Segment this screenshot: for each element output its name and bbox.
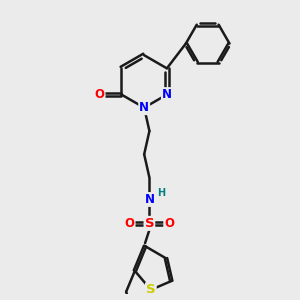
Text: O: O	[94, 88, 105, 101]
Text: S: S	[145, 217, 154, 230]
Text: H: H	[158, 188, 166, 198]
Text: N: N	[139, 101, 149, 114]
Text: O: O	[164, 217, 174, 230]
Text: N: N	[144, 193, 154, 206]
Text: O: O	[124, 217, 135, 230]
Text: S: S	[146, 283, 156, 296]
Text: N: N	[162, 88, 172, 101]
